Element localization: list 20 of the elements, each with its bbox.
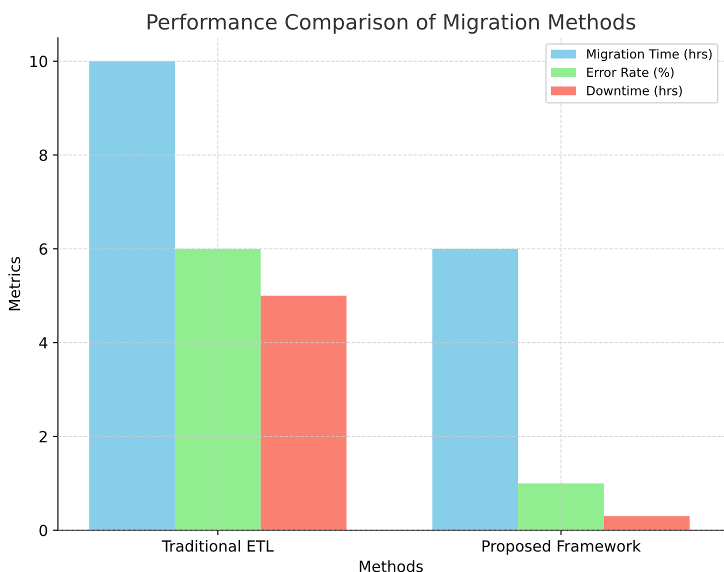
legend-label: Downtime (hrs): [587, 86, 682, 97]
y-tick-label: 6: [40, 243, 48, 255]
y-tick-label: 10: [30, 56, 48, 68]
x-tick-label: Proposed Framework: [482, 540, 641, 555]
y-tick-label: 4: [39, 337, 48, 348]
y-tick-label: 2: [40, 430, 47, 442]
y-tick-label: 8: [40, 149, 48, 162]
legend-label: Migration Time (hrs): [587, 49, 712, 62]
bar: [89, 61, 175, 530]
bar: [432, 248, 518, 530]
bar: [518, 483, 604, 530]
x-tick-label: Traditional ETL: [162, 540, 274, 552]
bar: [174, 248, 261, 530]
x-axis-title: Methods: [360, 560, 423, 572]
bar: [604, 516, 690, 530]
chart-title: Performance Comparison of Migration Methods: [148, 14, 636, 34]
legend-label: Error Rate (%): [587, 67, 674, 78]
bar: [260, 296, 347, 530]
y-tick-label: 0: [39, 524, 48, 536]
y-axis-title: Metrics: [8, 257, 20, 310]
